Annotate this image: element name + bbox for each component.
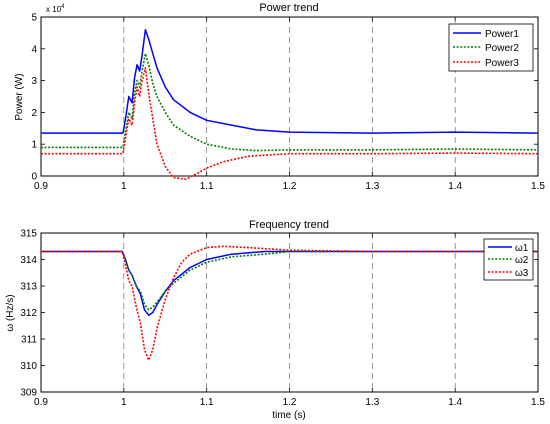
x-tick-label: 1 [121, 397, 127, 408]
y-tick-label: 1 [31, 140, 37, 151]
y-tick-label: 0 [31, 172, 37, 183]
power-y-ticks: 0 1 2 3 4 5 [31, 13, 538, 183]
legend-label-omega3: ω3 [515, 268, 529, 279]
legend-label-power3: Power3 [485, 58, 519, 69]
power-trend-panel: Power trend Power (W) x 104 0.9 1 1.1 1.2 1.… [14, 2, 545, 192]
power-legend: Power1 Power2 Power3 [448, 23, 534, 72]
power-legend-box [448, 23, 534, 72]
series-line-power3 [41, 67, 539, 180]
y-tick-label: 4 [31, 44, 37, 55]
x-tick-label: 0.9 [34, 397, 48, 408]
y-tick-label: 310 [20, 361, 37, 372]
series-line-power1 [41, 28, 539, 134]
power-exponent-label: x 104 [46, 4, 65, 14]
legend-label-power2: Power2 [485, 43, 519, 54]
x-tick-label: 1.5 [531, 397, 545, 408]
legend-label-power1: Power1 [485, 29, 519, 40]
x-tick-label: 0.9 [34, 181, 48, 192]
x-tick-label: 1.1 [200, 397, 214, 408]
legend-label-omega1: ω1 [515, 243, 529, 254]
power-title: Power trend [259, 2, 318, 14]
y-tick-label: 314 [20, 255, 37, 266]
frequency-ylabel: ω (Hz/s) [5, 294, 16, 331]
y-tick-label: 312 [20, 308, 37, 319]
x-tick-label: 1.3 [365, 397, 379, 408]
y-tick-label: 313 [20, 282, 37, 293]
y-tick-label: 3 [31, 76, 37, 87]
power-exponent-power: 4 [61, 4, 65, 10]
series-line-power2 [41, 52, 539, 152]
frequency-title: Frequency trend [249, 219, 329, 231]
frequency-trend-panel: Frequency trend ω (Hz/s) time (s) 0.9 1 1.… [5, 219, 545, 421]
power-ylabel: Power (W) [14, 73, 25, 120]
x-tick-label: 1.2 [283, 181, 297, 192]
y-tick-label: 315 [20, 229, 37, 240]
legend-label-omega2: ω2 [515, 255, 529, 266]
x-tick-label: 1.3 [365, 181, 379, 192]
frequency-series [41, 245, 538, 361]
frequency-xlabel: time (s) [272, 410, 305, 421]
y-tick-label: 309 [20, 388, 37, 399]
x-tick-label: 1.1 [200, 181, 214, 192]
series-line-3 [41, 245, 538, 361]
frequency-y-ticks: 309 310 311 312 313 314 315 [20, 229, 538, 399]
y-tick-label: 2 [31, 108, 37, 119]
power-series [41, 28, 539, 180]
frequency-legend: ω1 ω2 ω3 [483, 238, 534, 281]
x-tick-label: 1.4 [448, 397, 462, 408]
frequency-x-ticks: 0.9 1 1.1 1.2 1.3 1.4 1.5 [34, 233, 545, 408]
power-x-ticks: 0.9 1 1.1 1.2 1.3 1.4 1.5 [34, 17, 545, 192]
frequency-gridlines [123, 233, 456, 392]
y-tick-label: 5 [31, 13, 37, 24]
x-tick-label: 1 [121, 181, 127, 192]
power-exponent-base: x 10 [46, 5, 62, 14]
series-line-2 [41, 250, 538, 311]
x-tick-label: 1.4 [448, 181, 462, 192]
x-tick-label: 1.5 [531, 181, 545, 192]
x-tick-label: 1.2 [283, 397, 297, 408]
y-tick-label: 311 [21, 335, 37, 346]
